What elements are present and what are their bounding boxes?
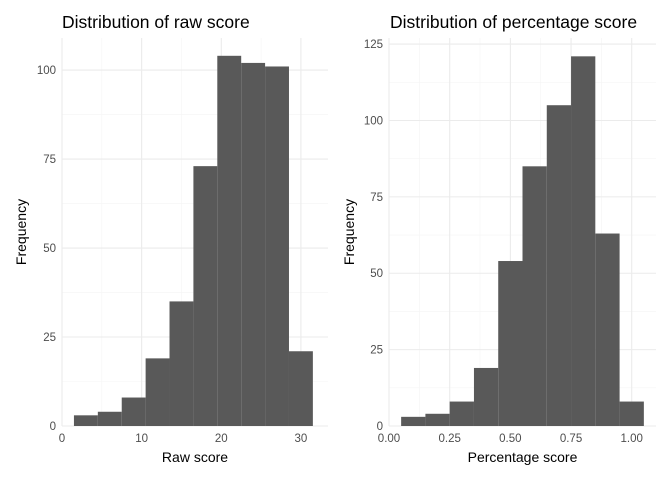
panel-2: 0.00 0.25 0.50 0.75 1.00 0 25 50 75 100 125 Distrib… [341,12,656,465]
histogram-bar [121,397,146,426]
y-tick-label: 25 [43,332,56,344]
y-axis-title: Frequency [341,199,357,265]
y-tick-label: 75 [43,154,56,166]
histogram-bar [265,66,289,427]
y-tick-label: 0 [50,421,56,433]
x-tick-label: 1.00 [621,433,643,445]
histogram-bar [401,416,426,426]
y-tick-label: 0 [377,421,383,433]
x-axis-title: Raw score [162,449,228,465]
y-tick-label: 75 [370,192,383,204]
y-tick-label: 25 [370,345,383,357]
chart-title: Distribution of percentage score [390,12,637,32]
x-tick-label: 0.75 [560,433,582,445]
y-axis-title: Frequency [13,199,29,265]
histogram-bar [546,105,572,427]
y-tick-label: 100 [37,65,56,77]
histogram-bar [425,413,450,426]
x-axis-title: Percentage score [468,449,578,465]
x-tick-label: 0 [59,433,65,445]
x-tick-label: 0.00 [378,433,400,445]
x-tick-label: 0.50 [499,433,521,445]
histogram-bar [169,301,194,426]
histogram-bar [473,367,499,426]
histogram-bar [571,56,596,426]
y-tick-label: 50 [370,268,383,280]
histogram-bar [73,415,98,426]
histogram-bar [217,55,242,427]
histogram-bar [193,166,218,426]
chart-title: Distribution of raw score [62,12,250,32]
histogram-bar [145,358,170,426]
panel-1: 0 10 20 30 0 25 50 75 100 Distribution of raw sco… [13,12,328,465]
x-tick-label: 30 [295,433,308,445]
y-tick-label: 125 [364,39,383,51]
histogram-bar [522,166,547,427]
histogram-bar [449,401,474,426]
y-tick-label: 100 [364,115,383,127]
x-tick-label: 0.25 [438,433,460,445]
histogram-bar [595,233,620,426]
x-tick-label: 20 [215,433,228,445]
x-tick-label: 10 [135,433,148,445]
histogram-bar [619,401,644,426]
histogram-bar [288,351,313,426]
histogram-bar [498,261,523,426]
histogram-bar [241,62,266,427]
histogram-bar [97,411,122,426]
y-tick-label: 50 [43,243,56,255]
